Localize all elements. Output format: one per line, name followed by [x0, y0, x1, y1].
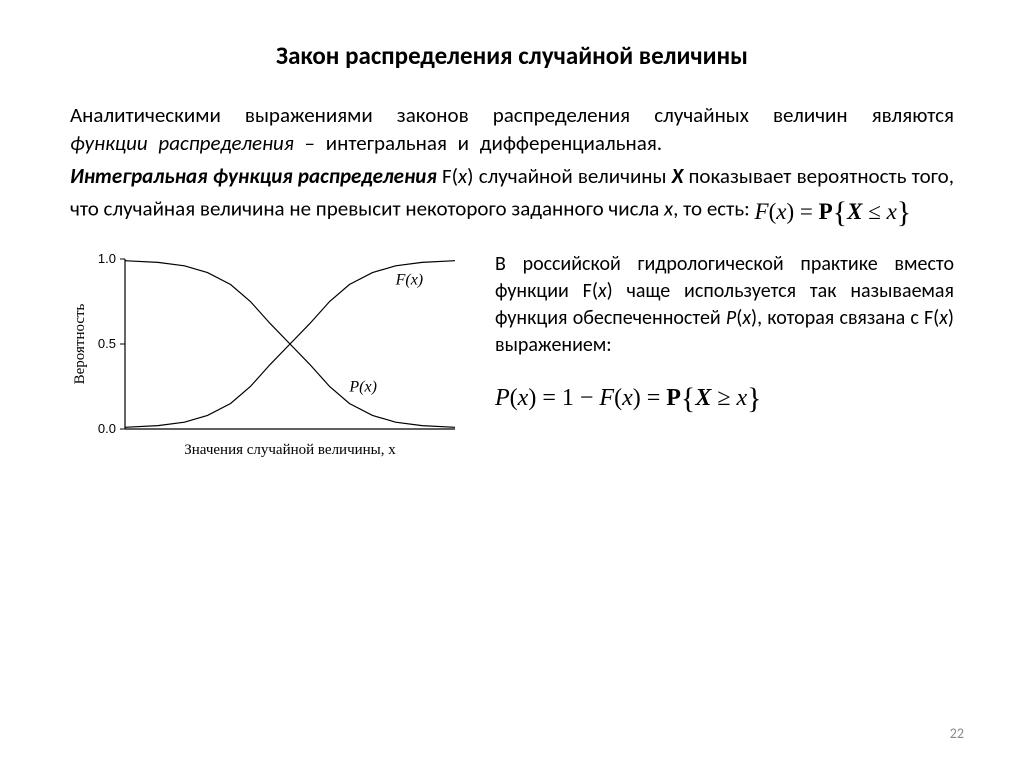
svg-text:1.0: 1.0: [98, 251, 116, 266]
side-b: x: [598, 279, 607, 303]
svg-text:Значения случайной величины, x: Значения случайной величины, x: [184, 442, 396, 458]
paragraph-1: Аналитическими выражениями законов распр…: [70, 101, 954, 158]
side-d: P: [726, 306, 736, 330]
p2-text-a: Интегральная функция распределения: [70, 163, 437, 189]
p2-text-c: x: [458, 163, 467, 189]
paragraph-2: Интегральная функция распределения F(x) …: [70, 162, 954, 231]
svg-text:Вероятность: Вероятность: [72, 303, 88, 384]
p2-text-b: F(: [437, 163, 458, 189]
side-h: x: [939, 306, 948, 330]
p2-text-e: X: [672, 163, 684, 189]
side-f: x: [742, 306, 751, 330]
content-row: 0.0 0.5 1.0 Вероятность Значения случайной в…: [70, 251, 954, 471]
p2-text-g: x: [664, 195, 673, 221]
side-g: ), которая связана с F(: [751, 306, 939, 330]
p2-text-d: ) случайной величины: [467, 163, 672, 189]
chart-column: 0.0 0.5 1.0 Вероятность Значения случайной в…: [70, 251, 465, 471]
formula-1: F(x) = P{X ≤ x}: [755, 190, 912, 231]
svg-text:F(x): F(x): [395, 271, 424, 288]
formula-2: P(x) = 1 − F(x) = P{X ≥ x}: [495, 379, 954, 413]
distribution-chart: 0.0 0.5 1.0 Вероятность Значения случайной в…: [70, 251, 465, 466]
p2-text-h: , то есть:: [673, 195, 754, 221]
page-title: Закон распределения случайной величины: [70, 40, 954, 71]
page-number: 22: [950, 725, 964, 742]
p1-text-b: функции распределения: [70, 130, 294, 156]
svg-text:P(x): P(x): [348, 378, 377, 395]
svg-text:0.0: 0.0: [98, 421, 116, 436]
p1-text-c: – интегральная и дифференциальная.: [294, 130, 662, 156]
side-paragraph: В российской гидрологической практике вм…: [495, 251, 954, 359]
side-text-column: В российской гидрологической практике вм…: [495, 251, 954, 471]
p1-text-a: Аналитическими выражениями законов распр…: [70, 102, 954, 128]
svg-text:0.5: 0.5: [98, 336, 116, 351]
